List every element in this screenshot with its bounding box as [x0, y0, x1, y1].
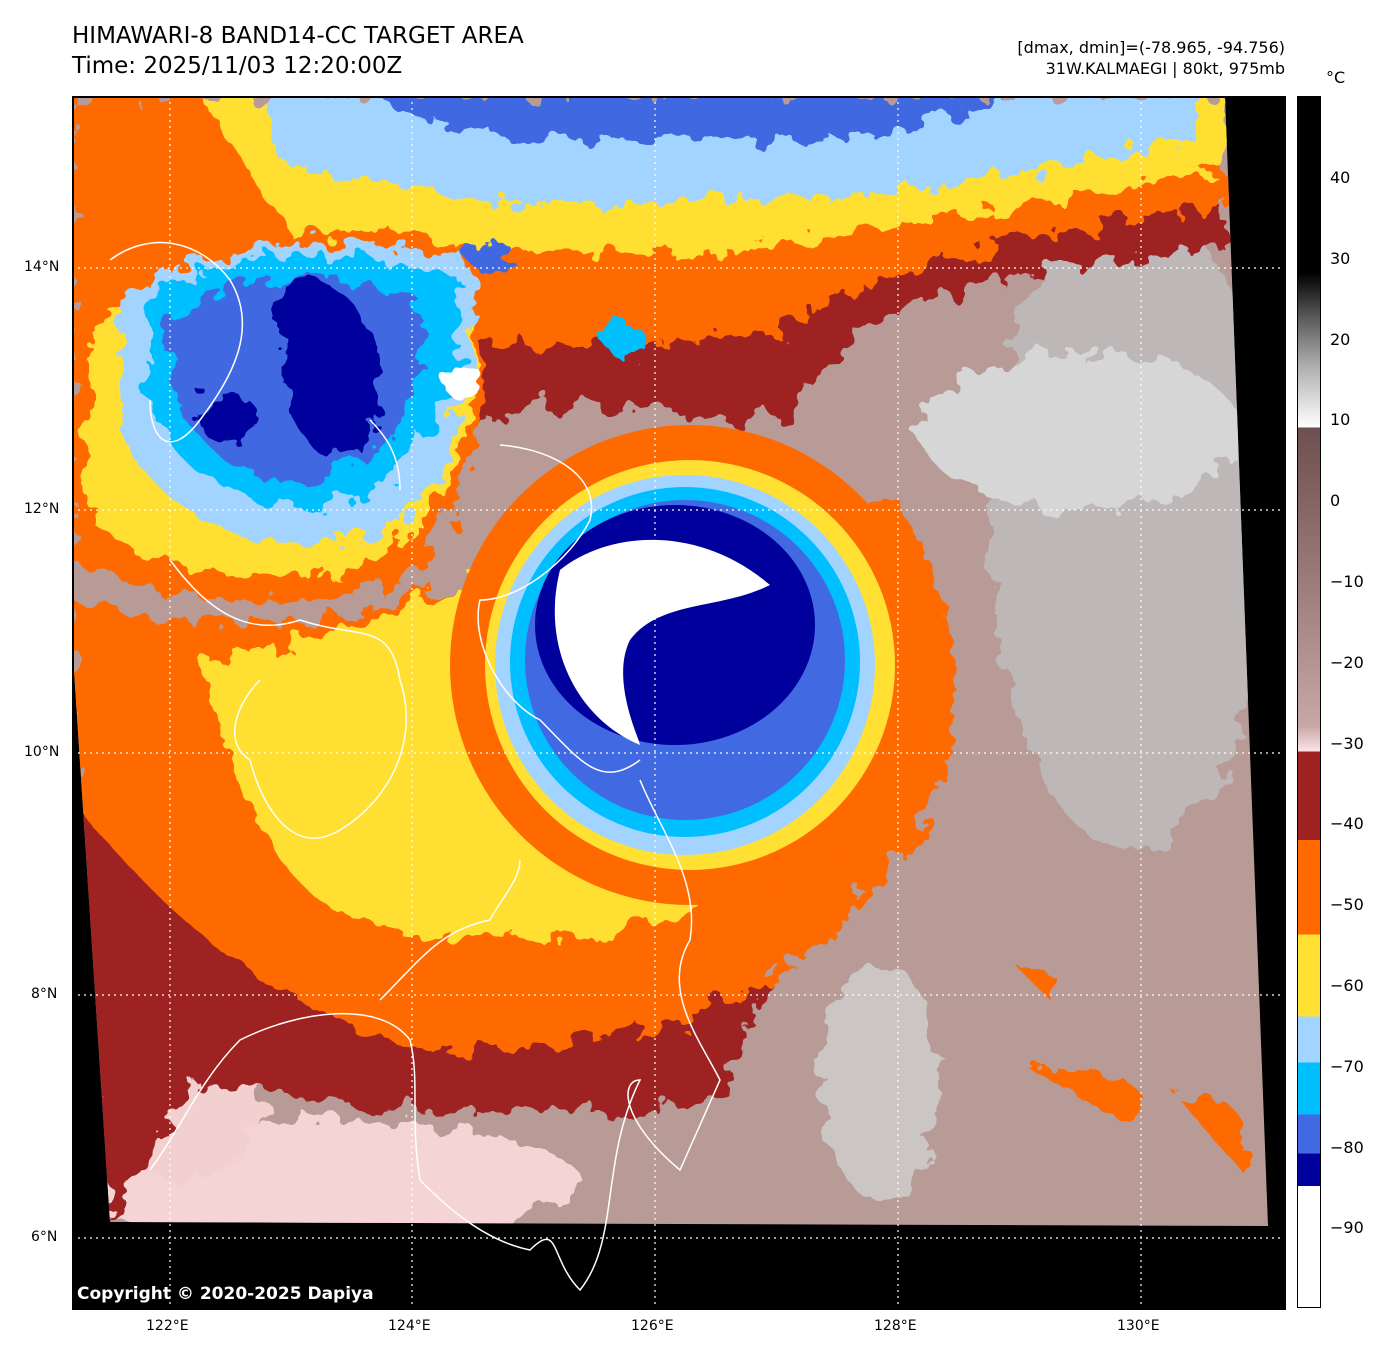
lon-tick-130: 130°E — [1117, 1318, 1160, 1334]
colorbar-label: −20 — [1330, 652, 1364, 672]
lat-tick-14: 14°N — [24, 259, 60, 275]
colorbar-unit: °C — [1326, 68, 1346, 87]
colorbar-label: −90 — [1330, 1218, 1364, 1238]
dmax-dmin-info: [dmax, dmin]=(-78.965, -94.756) — [1017, 38, 1285, 57]
storm-info: 31W.KALMAEGI | 80kt, 975mb — [1045, 59, 1285, 78]
colorbar-label: −40 — [1330, 814, 1364, 834]
typhoon-kalmaegi-core — [450, 425, 930, 905]
lon-tick-122: 122°E — [146, 1318, 189, 1334]
colorbar-label: −80 — [1330, 1137, 1364, 1157]
colorbar-label: −10 — [1330, 572, 1364, 591]
lon-tick-124: 124°E — [388, 1318, 431, 1334]
lon-tick-126: 126°E — [631, 1318, 674, 1334]
colorbar-label: −70 — [1330, 1056, 1364, 1076]
satellite-map — [72, 96, 1286, 1310]
colorbar-label: −30 — [1330, 733, 1364, 753]
copyright-text: Copyright © 2020-2025 Dapiya — [77, 1284, 374, 1304]
graticule — [72, 96, 1286, 1310]
lat-tick-10: 10°N — [24, 744, 60, 760]
lat-tick-8: 8°N — [31, 986, 58, 1002]
chart-title: HIMAWARI-8 BAND14-CC TARGET AREA — [72, 23, 524, 49]
colorbar-label: 30 — [1330, 248, 1351, 268]
colorbar — [1297, 96, 1321, 1308]
colorbar-label: 10 — [1330, 410, 1351, 430]
lat-tick-6: 6°N — [31, 1229, 58, 1245]
lat-tick-12: 12°N — [24, 501, 60, 517]
colorbar-label: 0 — [1330, 491, 1341, 511]
lon-tick-128: 128°E — [874, 1318, 917, 1334]
cloud-top-temperature-field — [72, 96, 1268, 1226]
coastlines — [109, 241, 721, 1292]
colorbar-label: 20 — [1330, 329, 1351, 349]
colorbar-label: −60 — [1330, 976, 1364, 995]
chart-time: Time: 2025/11/03 12:20:00Z — [72, 53, 403, 79]
colorbar-label: −50 — [1330, 895, 1364, 915]
colorbar-label: 40 — [1330, 168, 1351, 187]
